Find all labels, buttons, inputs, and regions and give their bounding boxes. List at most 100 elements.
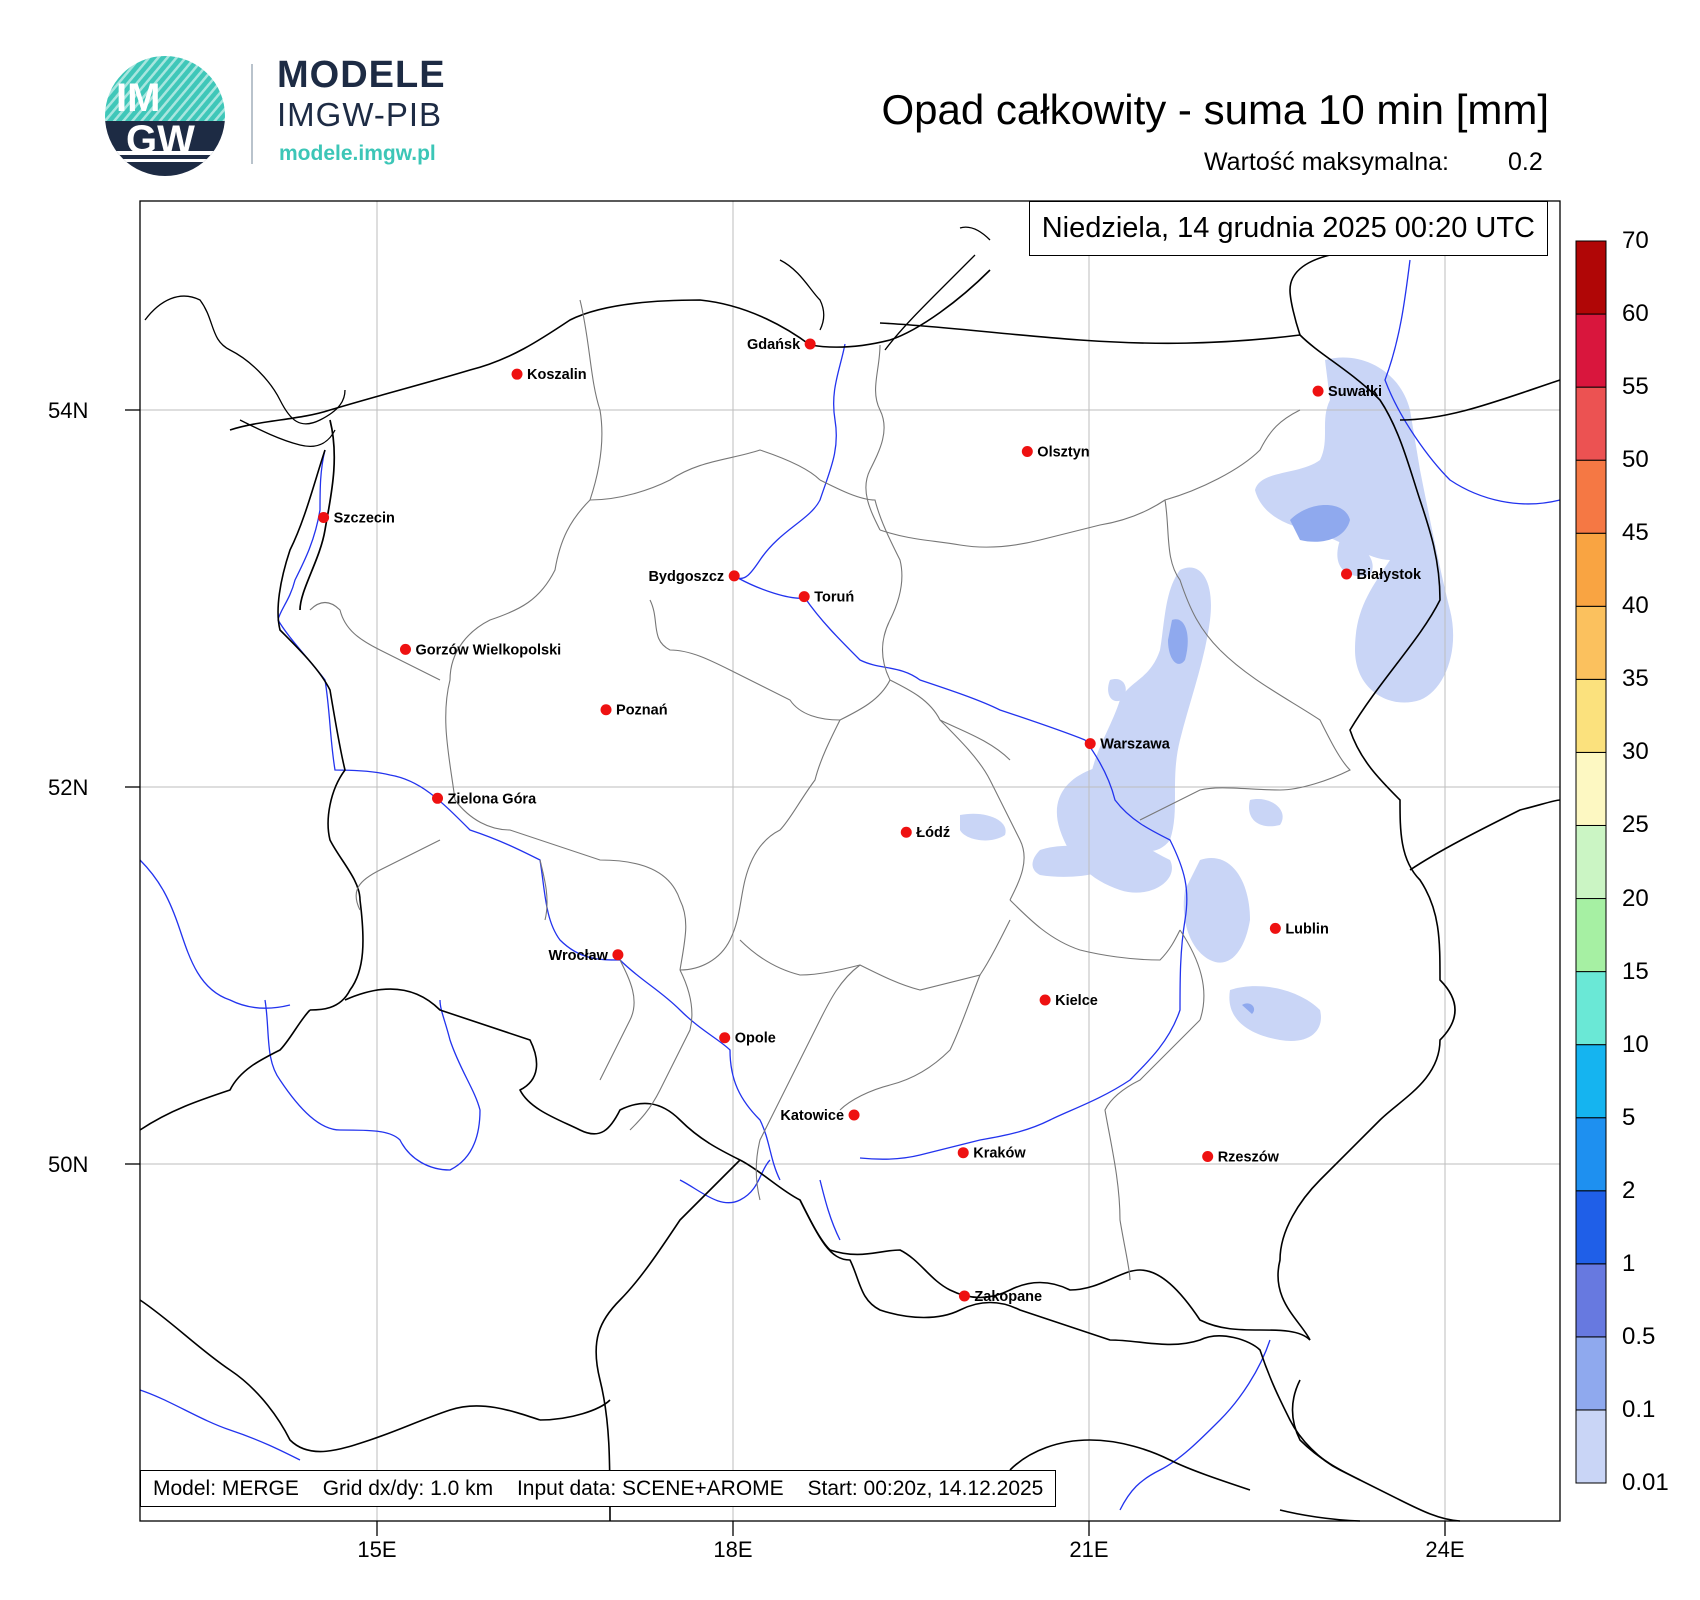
city-label: Szczecin [334, 510, 395, 526]
city-marker[interactable]: Olsztyn [1021, 444, 1090, 460]
city-label: Koszalin [527, 367, 587, 383]
city-marker[interactable]: Łódź [900, 825, 950, 841]
brand-title: MODELE [277, 54, 446, 96]
city-dot [1312, 385, 1324, 397]
axis-ticks [125, 409, 1446, 1536]
city-marker[interactable]: Toruń [798, 590, 855, 606]
city-marker[interactable]: Kraków [957, 1146, 1027, 1162]
city-marker[interactable]: Opole [719, 1031, 776, 1047]
brand-url[interactable]: modele.imgw.pl [279, 142, 436, 165]
city-label: Kraków [973, 1146, 1026, 1162]
colorbar-label: 5 [1622, 1103, 1636, 1131]
city-marker[interactable]: Zielona Góra [432, 791, 537, 807]
colorbar-label: 25 [1622, 811, 1649, 839]
colorbar-swatch [1575, 605, 1607, 680]
city-marker[interactable]: Poznań [600, 703, 668, 719]
city-label: Gorzów Wielkopolski [415, 642, 561, 658]
colorbar-label: 70 [1622, 227, 1649, 254]
map-title: Opad całkowity - suma 10 min [mm] [881, 86, 1549, 133]
colorbar-label: 0.5 [1622, 1322, 1656, 1350]
colorbar-swatch [1575, 1409, 1607, 1484]
city-marker[interactable]: Katowice [780, 1108, 860, 1124]
city-label: Opole [735, 1031, 776, 1047]
city-dot [1202, 1150, 1214, 1162]
city-dot [399, 643, 411, 655]
city-marker[interactable]: Kielce [1039, 993, 1098, 1009]
lat-label-54n: 54N [48, 398, 89, 423]
lon-label-21e: 21E [1069, 1537, 1109, 1562]
city-dot [511, 368, 523, 380]
city-marker[interactable]: Wrocław [549, 948, 624, 964]
city-marker[interactable]: Koszalin [511, 367, 587, 383]
city-dot [1084, 738, 1096, 750]
city-marker[interactable]: Rzeszów [1202, 1149, 1280, 1165]
voivodeship-borders [309, 299, 1351, 1281]
colorbar-swatch [1575, 678, 1607, 753]
city-marker[interactable]: Suwałki [1312, 384, 1383, 400]
city-label: Łódź [916, 825, 950, 841]
colorbar-label: 50 [1622, 446, 1649, 474]
city-label: Bydgoszcz [648, 569, 724, 585]
city-marker[interactable]: Gorzów Wielkopolski [399, 642, 561, 658]
colorbar-label: 10 [1622, 1030, 1649, 1058]
colorbar-label: 15 [1622, 957, 1649, 985]
city-dot [1341, 568, 1353, 580]
colorbar-label: 40 [1622, 592, 1649, 620]
colorbar-swatch [1575, 1336, 1607, 1411]
colorbar-label: 60 [1622, 300, 1649, 328]
city-marker[interactable]: Bydgoszcz [648, 569, 740, 585]
city-marker[interactable]: Białystok [1341, 567, 1422, 583]
colorbar-swatch [1575, 1044, 1607, 1119]
cities-layer: Gdańsk Koszalin Suwałki Olsztyn Szczecin Biał… [318, 337, 1422, 1305]
colorbar-label: 2 [1622, 1176, 1636, 1204]
city-marker[interactable]: Lublin [1269, 921, 1329, 937]
city-label: Wrocław [549, 948, 609, 964]
city-dot [1021, 445, 1033, 457]
city-dot [798, 591, 810, 603]
city-marker[interactable]: Zakopane [958, 1289, 1042, 1305]
colorbar-swatch [1575, 1117, 1607, 1192]
colorbar-label: 0.01 [1622, 1469, 1669, 1496]
country-borders [139, 254, 1561, 1522]
city-dot [957, 1147, 969, 1159]
city-dot [1269, 922, 1281, 934]
colorbar-swatch [1575, 313, 1607, 388]
model-info-box: Model: MERGE Grid dx/dy: 1.0 km Input da… [140, 1470, 1057, 1507]
grid-resolution: Grid dx/dy: 1.0 km [322, 1477, 494, 1500]
colorbar-label: 20 [1622, 884, 1649, 912]
brand-divider [251, 64, 253, 164]
city-dot [900, 826, 912, 838]
colorbar-swatch [1575, 386, 1607, 461]
city-label: Olsztyn [1037, 444, 1089, 460]
city-dot [958, 1290, 970, 1302]
colorbar-swatch [1575, 459, 1607, 534]
colorbar-swatch [1575, 240, 1607, 315]
colorbar-swatch [1575, 824, 1607, 900]
city-dot [719, 1032, 731, 1044]
city-dot [612, 949, 624, 961]
colorbar-label: 30 [1622, 738, 1649, 766]
map-frame [139, 200, 1561, 1522]
colorbar-swatch [1575, 1190, 1607, 1265]
lat-label-50n: 50N [48, 1152, 89, 1177]
logo-text-bottom: GW [126, 118, 195, 162]
coast-details [144, 226, 991, 447]
precip-areas [960, 357, 1454, 1041]
graticule [140, 201, 1560, 1521]
city-marker[interactable]: Warszawa [1084, 737, 1171, 753]
city-label: Zielona Góra [448, 791, 538, 807]
city-marker[interactable]: Szczecin [318, 510, 395, 526]
city-label: Kielce [1055, 993, 1098, 1009]
city-dot [848, 1109, 860, 1121]
city-dot [432, 792, 444, 804]
city-dot [1039, 994, 1051, 1006]
city-marker[interactable]: Gdańsk [747, 337, 816, 353]
city-label: Toruń [814, 590, 854, 606]
colorbar-swatch [1575, 751, 1607, 826]
city-label: Gdańsk [747, 337, 801, 353]
poland-border [299, 419, 336, 611]
city-dot [600, 704, 612, 716]
lon-label-18e: 18E [713, 1537, 753, 1562]
city-label: Poznań [616, 703, 668, 719]
